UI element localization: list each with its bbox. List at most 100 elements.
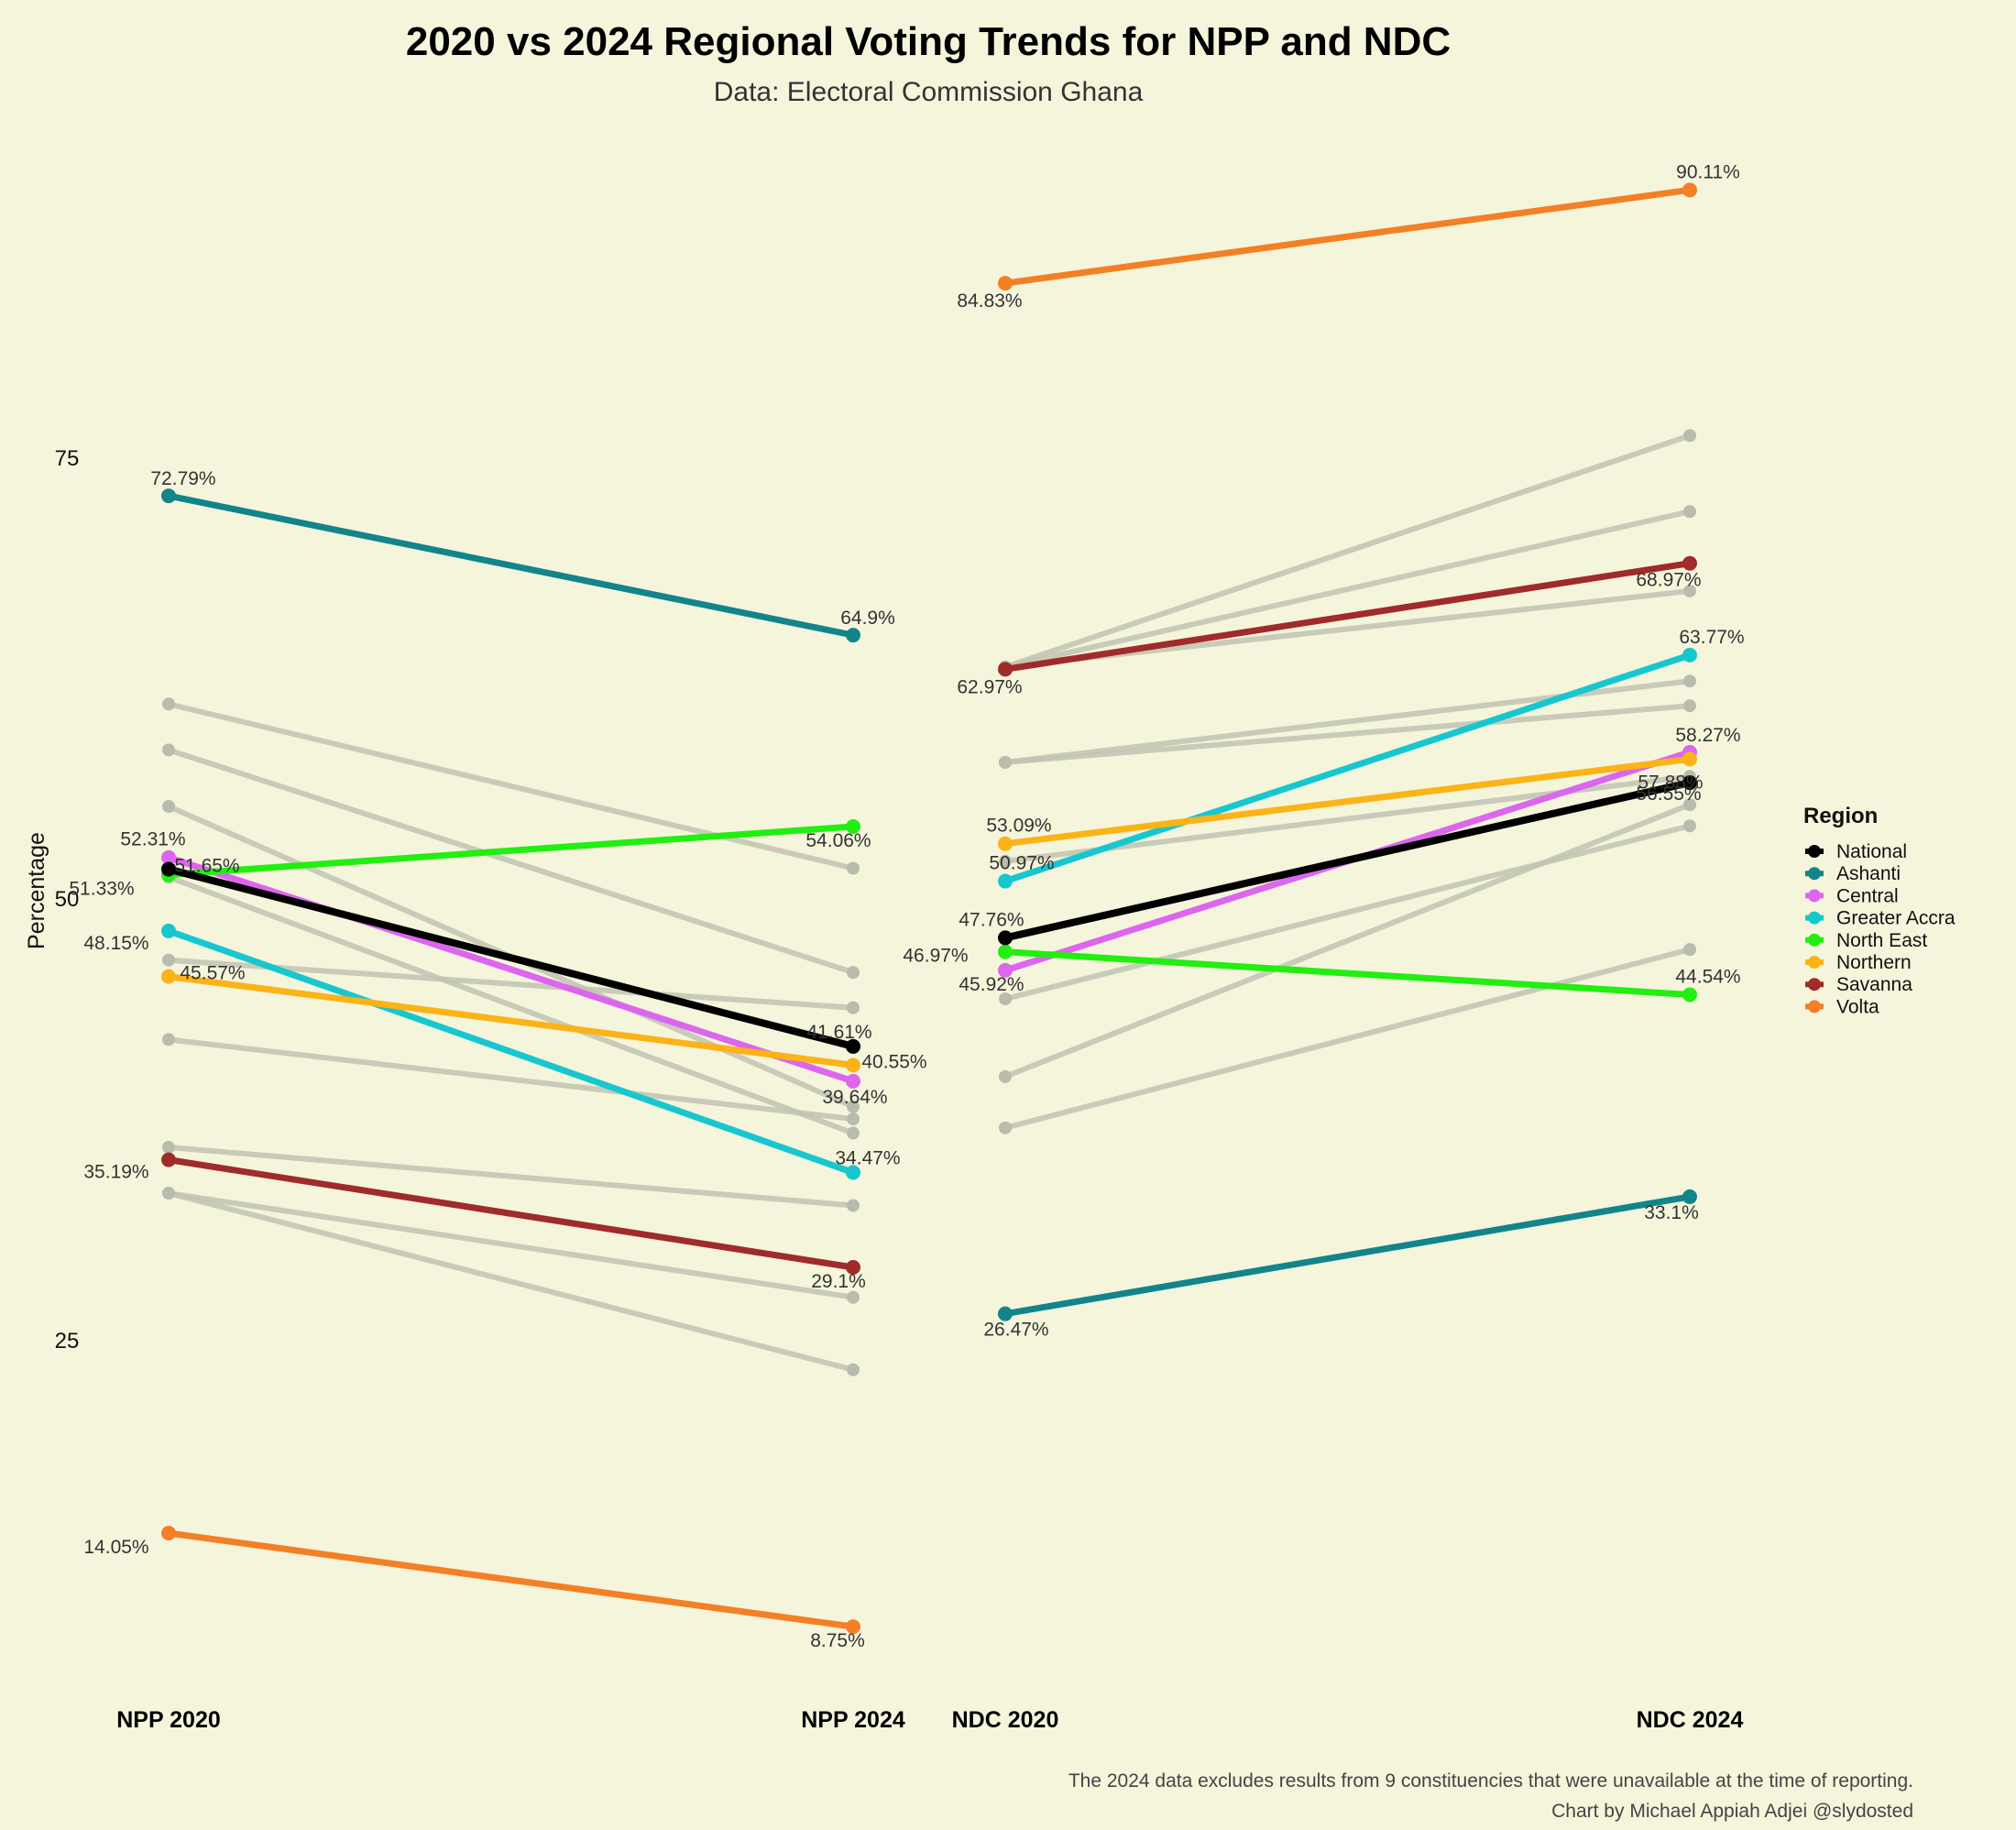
data-label-central: 39.64% xyxy=(822,1087,887,1108)
point-npp-2024-north-east xyxy=(846,819,860,835)
line-ndc-national xyxy=(1002,779,1693,942)
other-region-point xyxy=(162,743,175,757)
y-axis-label: Percentage xyxy=(24,832,49,949)
point-npp-2020-greater-accra xyxy=(161,923,176,938)
point-npp-2020-northern xyxy=(161,969,176,984)
data-label-volta: 14.05% xyxy=(83,1537,148,1558)
other-region-point xyxy=(162,697,175,711)
other-region-point xyxy=(162,1033,175,1046)
y-tick-label: 25 xyxy=(55,1329,80,1353)
other-region-point xyxy=(999,1121,1012,1134)
data-label-central: 52.31% xyxy=(120,829,185,850)
other-region-point xyxy=(847,1112,860,1126)
line-npp-national xyxy=(165,865,857,1050)
data-label-national: 51.65% xyxy=(174,855,239,876)
x-tick-ndc-2024: NDC 2024 xyxy=(1637,1707,1744,1733)
line-ndc-savanna xyxy=(1002,560,1693,673)
y-tick-label: 50 xyxy=(55,887,80,912)
other-region-point xyxy=(1683,674,1696,688)
other-region-line-npp xyxy=(166,747,856,976)
line-npp-north-east xyxy=(165,823,857,879)
other-region-line-ndc xyxy=(1003,433,1693,670)
point-ndc-2024-national xyxy=(1682,775,1697,791)
data-label-central: 58.27% xyxy=(1675,725,1740,746)
other-region-point xyxy=(999,1069,1012,1083)
point-npp-2024-central xyxy=(846,1073,860,1089)
point-npp-2020-volta xyxy=(161,1526,176,1541)
legend-label-central: Central xyxy=(1836,885,1899,906)
other-region-point xyxy=(162,1140,175,1154)
other-region-point xyxy=(847,1126,860,1140)
other-region-line-ndc xyxy=(1003,703,1693,765)
data-label-greater-accra: 63.77% xyxy=(1679,627,1744,648)
point-ndc-2020-greater-accra xyxy=(998,873,1013,889)
other-region-point xyxy=(847,1363,860,1376)
legend-marker-volta xyxy=(1808,1000,1821,1014)
y-tick-label: 75 xyxy=(55,446,80,471)
legend-label-national: National xyxy=(1836,841,1907,862)
data-label-northern: 45.57% xyxy=(180,963,245,984)
other-region-point xyxy=(1683,943,1696,957)
other-region-line-npp xyxy=(166,1190,856,1373)
point-npp-2020-ashanti xyxy=(161,488,176,504)
data-label-north-east: 44.54% xyxy=(1675,966,1740,987)
other-region-point xyxy=(1683,699,1696,713)
data-label-northern: 40.55% xyxy=(861,1051,926,1072)
x-tick-ndc-2020: NDC 2020 xyxy=(952,1707,1059,1733)
point-ndc-2020-north-east xyxy=(998,944,1013,959)
chart-subtitle: Data: Electoral Commission Ghana xyxy=(714,77,1144,107)
legend-label-volta: Volta xyxy=(1836,996,1879,1017)
caption-note: The 2024 data excludes results from 9 co… xyxy=(1068,1770,1913,1792)
other-region-point xyxy=(162,953,175,967)
line-npp-northern xyxy=(165,973,857,1068)
point-npp-2024-volta xyxy=(846,1619,860,1635)
data-label-ashanti: 72.79% xyxy=(150,468,215,489)
data-label-volta: 84.83% xyxy=(957,290,1022,312)
legend-marker-savanna xyxy=(1808,978,1821,992)
data-label-ashanti: 26.47% xyxy=(983,1320,1048,1341)
other-region-point xyxy=(162,1187,175,1200)
x-tick-npp-2020: NPP 2020 xyxy=(116,1707,221,1733)
other-region-line-ndc xyxy=(1003,823,1693,1003)
line-npp-ashanti xyxy=(165,492,857,639)
legend-title: Region xyxy=(1803,804,1878,828)
data-label-greater-accra: 48.15% xyxy=(83,933,148,954)
other-region-point xyxy=(162,800,175,814)
other-region-point xyxy=(847,861,860,875)
data-label-ashanti: 33.1% xyxy=(1644,1202,1699,1223)
point-npp-2020-savanna xyxy=(161,1152,176,1167)
point-ndc-2024-greater-accra xyxy=(1682,647,1697,663)
data-label-ashanti: 64.9% xyxy=(840,608,895,629)
point-ndc-2024-savanna xyxy=(1682,555,1697,571)
point-ndc-2024-volta xyxy=(1682,182,1697,198)
other-region-line-npp xyxy=(166,1190,856,1300)
line-npp-central xyxy=(165,854,857,1085)
data-label-central: 45.92% xyxy=(959,974,1024,995)
data-label-national: 41.61% xyxy=(806,1022,871,1043)
point-ndc-2024-ashanti xyxy=(1682,1189,1697,1204)
other-region-point xyxy=(847,1290,860,1304)
data-label-northern: 53.09% xyxy=(986,816,1051,837)
line-ndc-north-east xyxy=(1002,948,1693,998)
point-ndc-2020-ashanti xyxy=(998,1306,1013,1321)
legend-marker-north-east xyxy=(1808,933,1821,947)
legend-marker-northern xyxy=(1808,956,1821,969)
data-labels: 51.65% 41.61% 47.76% 56.55% 72.79% 64.9% 26.47… xyxy=(69,161,1744,1651)
other-region-point xyxy=(847,966,860,980)
other-region-point xyxy=(1683,429,1696,443)
point-npp-2020-central xyxy=(161,849,176,865)
highlighted-region-lines xyxy=(161,182,1697,1635)
legend-label-northern: Northern xyxy=(1836,952,1912,973)
point-ndc-2020-national xyxy=(998,930,1013,946)
data-label-savanna: 62.97% xyxy=(957,676,1022,697)
point-npp-2024-national xyxy=(846,1038,860,1054)
line-ndc-volta xyxy=(1002,186,1693,287)
line-ndc-ashanti xyxy=(1002,1193,1693,1318)
line-ndc-greater-accra xyxy=(1002,652,1693,885)
other-region-point xyxy=(1683,798,1696,812)
data-label-savanna: 35.19% xyxy=(83,1162,148,1183)
other-region-point xyxy=(847,1100,860,1113)
data-label-greater-accra: 34.47% xyxy=(835,1148,900,1169)
